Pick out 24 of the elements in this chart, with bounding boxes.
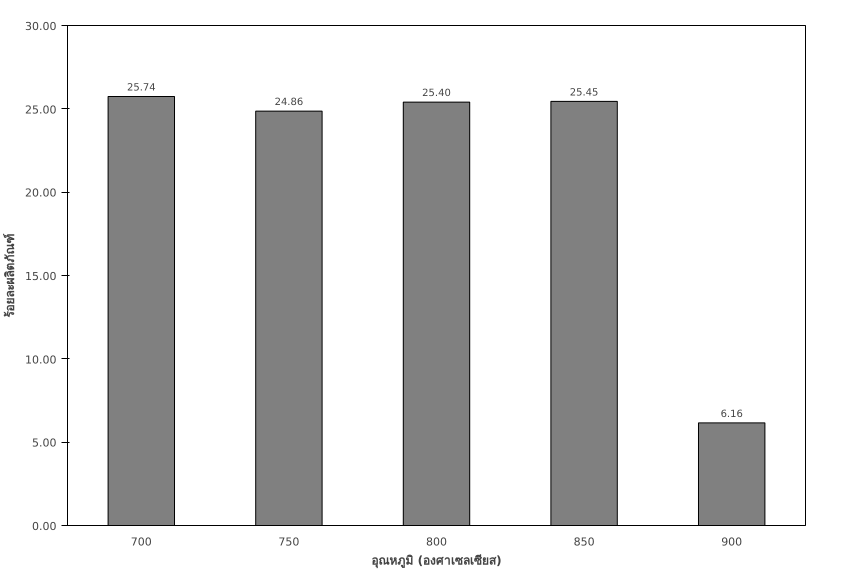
y-tick-label: 25.00 xyxy=(25,103,57,116)
data-label: 25.74 xyxy=(126,82,156,94)
x-axis-title: อุณหภูมิ (องศาเซลเซียส) xyxy=(371,554,502,568)
data-label: 25.40 xyxy=(422,88,451,100)
bar xyxy=(698,422,766,526)
y-tick-label: 30.00 xyxy=(25,20,57,33)
bar xyxy=(550,100,618,526)
x-tick-label: 800 xyxy=(426,536,447,548)
data-label: 25.45 xyxy=(570,87,598,98)
y-tick-label: 20.00 xyxy=(25,186,57,200)
data-label: 24.86 xyxy=(274,97,304,108)
y-tick-label: 10.00 xyxy=(25,353,57,366)
bar xyxy=(255,110,323,526)
y-tick-label: 5.00 xyxy=(32,436,57,450)
x-tick-label: 850 xyxy=(574,536,595,548)
x-tick-label: 900 xyxy=(721,536,742,548)
y-tick-label: 0.00 xyxy=(32,520,57,533)
bar xyxy=(108,96,176,526)
y-tick-label: 15.00 xyxy=(25,270,57,283)
y-axis-title: ร้อยละผลิตภัณฑ์ xyxy=(3,234,18,318)
bar xyxy=(402,102,470,526)
x-tick-label: 750 xyxy=(278,536,300,548)
data-label: 6.16 xyxy=(720,408,743,420)
x-tick-label: 700 xyxy=(130,536,152,548)
